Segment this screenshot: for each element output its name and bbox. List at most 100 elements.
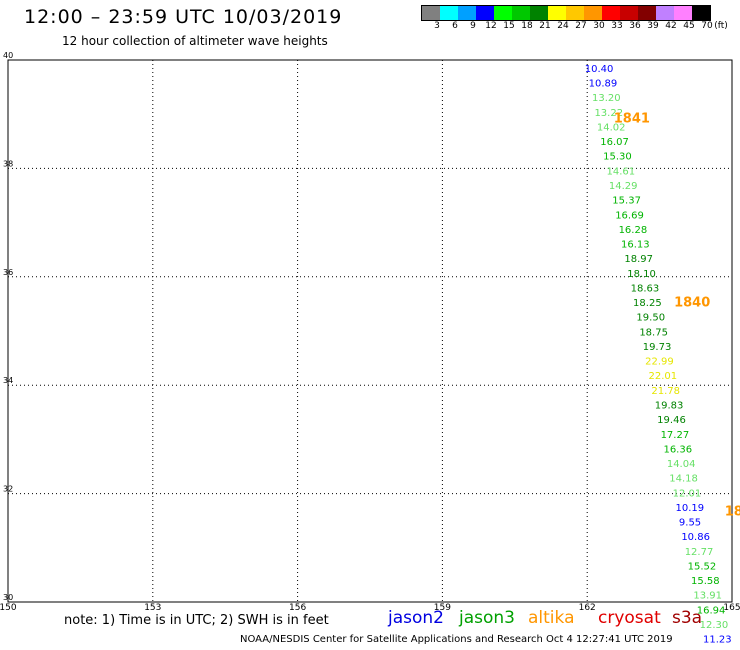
latitude-tick-label: 32: [3, 485, 13, 494]
wave-height-label: 11.23: [703, 635, 732, 646]
wave-height-label: 9.55: [679, 518, 701, 529]
wave-height-label: 16.36: [663, 444, 692, 455]
wave-height-label: 18.97: [624, 254, 653, 265]
scale-swatch: [692, 6, 710, 20]
latitude-tick-label: 30: [3, 593, 13, 602]
scale-swatch: [674, 6, 692, 20]
scale-swatch: [494, 6, 512, 20]
footer-credit: NOAA/NESDIS Center for Satellite Applica…: [240, 634, 673, 645]
note-text: note: 1) Time is in UTC; 2) SWH is in fe…: [64, 613, 329, 628]
wave-height-label: 10.19: [676, 503, 705, 514]
latitude-tick-label: 40: [3, 51, 13, 60]
satellite-legend-cryosat: cryosat: [598, 608, 661, 628]
wave-height-label: 14.18: [669, 474, 698, 485]
map-subtitle: 12 hour collection of altimeter wave hei…: [62, 34, 328, 48]
wave-height-label: 14.04: [667, 459, 696, 470]
wave-height-label: 15.30: [603, 152, 632, 163]
scale-swatch: [566, 6, 584, 20]
wave-height-label: 22.99: [645, 357, 674, 368]
scale-swatch: [530, 6, 548, 20]
scale-swatch: [422, 6, 440, 20]
scale-label: 27: [575, 21, 587, 31]
scale-unit: (ft): [714, 21, 728, 31]
scale-swatch: [512, 6, 530, 20]
wave-height-label: 18.63: [631, 283, 660, 294]
longitude-tick-label: 159: [434, 603, 451, 613]
scale-swatch: [620, 6, 638, 20]
wave-height-label: 12.01: [673, 488, 702, 499]
scale-swatch: [656, 6, 674, 20]
scale-swatch: [638, 6, 656, 20]
scale-label: 3: [434, 21, 440, 31]
wave-height-label: 16.94: [697, 605, 726, 616]
wave-height-label: 10.86: [681, 532, 710, 543]
scale-label: 6: [452, 21, 458, 31]
satellite-legend-jason2: jason2: [388, 608, 444, 628]
wave-height-label: 16.28: [619, 225, 648, 236]
wave-height-label: 15.58: [691, 576, 720, 587]
wave-height-label: 14.02: [597, 122, 626, 133]
wave-height-label: 21.78: [651, 386, 680, 397]
scale-swatch: [440, 6, 458, 20]
wave-height-label: 13.20: [592, 93, 621, 104]
map-title: 12:00 – 23:59 UTC 10/03/2019: [24, 6, 343, 28]
scale-label: 18: [521, 21, 533, 31]
satellite-legend-s3a: s3a: [672, 608, 703, 628]
scale-swatch: [584, 6, 602, 20]
scale-swatch: [476, 6, 494, 20]
wave-height-label: 16.69: [615, 210, 644, 221]
scale-swatch: [548, 6, 566, 20]
scale-label: 45: [683, 21, 695, 31]
scale-label: 70: [701, 21, 713, 31]
map-frame: [7, 59, 733, 603]
longitude-tick-label: 153: [144, 603, 161, 613]
pass-time-label: 18: [725, 504, 740, 519]
wave-height-label: 16.13: [621, 240, 650, 251]
wave-height-label: 22.01: [648, 371, 677, 382]
wave-height-label: 10.40: [585, 64, 614, 75]
wave-height-label: 18.75: [639, 327, 668, 338]
wave-height-label: 18.25: [633, 298, 662, 309]
pass-time-label: 1841: [614, 111, 650, 126]
wave-height-label: 19.73: [643, 342, 672, 353]
longitude-tick-label: 165: [723, 603, 740, 613]
latitude-tick-label: 38: [3, 159, 13, 168]
satellite-legend-altika: altika: [528, 608, 575, 628]
scale-label: 33: [611, 21, 623, 31]
scale-swatch: [602, 6, 620, 20]
wave-height-label: 19.50: [636, 313, 665, 324]
scale-label: 15: [503, 21, 515, 31]
pass-time-label: 1840: [674, 296, 710, 311]
wave-height-label: 18.10: [627, 269, 656, 280]
wave-height-label: 14.29: [609, 181, 638, 192]
scale-label: 24: [557, 21, 569, 31]
satellite-legend-jason3: jason3: [459, 608, 515, 628]
scale-label: 36: [629, 21, 641, 31]
longitude-tick-label: 150: [0, 603, 17, 613]
wave-height-label: 13.91: [693, 591, 722, 602]
scale-swatch: [458, 6, 476, 20]
wave-height-label: 14.61: [607, 166, 636, 177]
wave-height-color-scale: [421, 5, 711, 21]
longitude-tick-label: 156: [289, 603, 306, 613]
wave-height-label: 10.89: [589, 79, 618, 90]
latitude-tick-label: 36: [3, 268, 13, 277]
wave-height-label: 12.30: [700, 620, 729, 631]
scale-label: 39: [647, 21, 659, 31]
scale-label: 42: [665, 21, 677, 31]
wave-height-label: 12.77: [685, 547, 714, 558]
wave-height-label: 17.27: [661, 430, 690, 441]
scale-label: 30: [593, 21, 605, 31]
latitude-tick-label: 34: [3, 376, 13, 385]
scale-label: 21: [539, 21, 551, 31]
scale-label: 12: [485, 21, 497, 31]
scale-label: 9: [470, 21, 476, 31]
wave-height-label: 16.07: [600, 137, 629, 148]
wave-height-label: 13.22: [594, 108, 623, 119]
wave-height-label: 19.46: [657, 415, 686, 426]
wave-height-label: 15.52: [688, 561, 717, 572]
longitude-tick-label: 162: [579, 603, 596, 613]
wave-height-label: 15.37: [612, 196, 641, 207]
wave-height-label: 19.83: [655, 401, 684, 412]
